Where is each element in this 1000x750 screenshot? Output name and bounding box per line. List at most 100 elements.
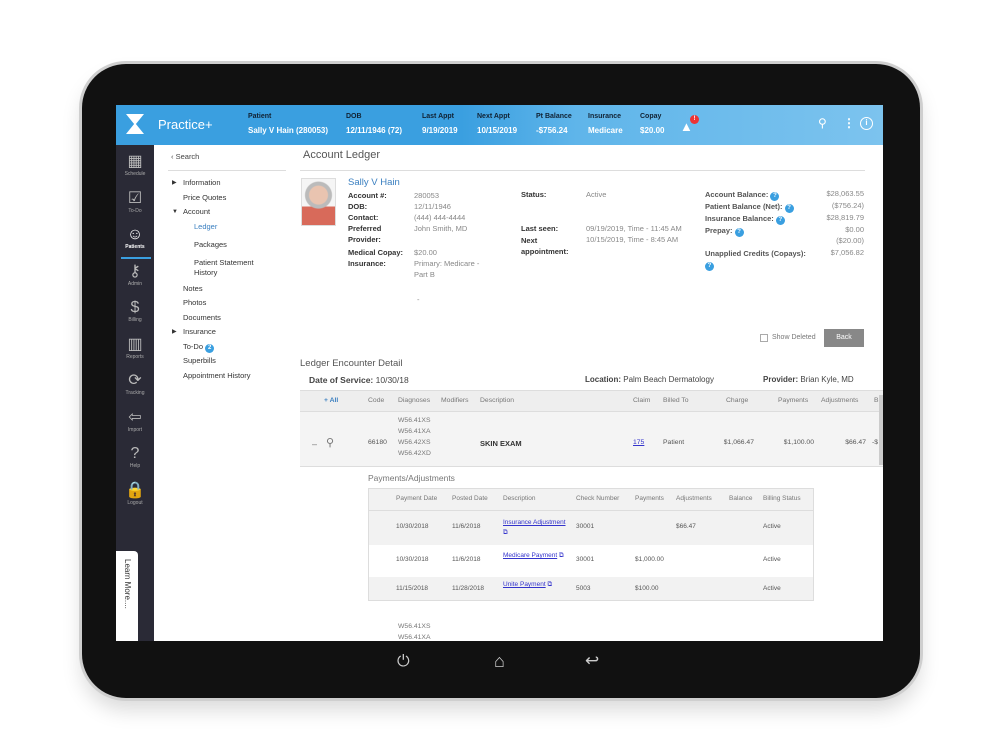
payment-description-link[interactable]: Medicare Payment ⧉ — [503, 551, 569, 561]
app-name: Practice+ — [158, 117, 213, 132]
scrollbar[interactable] — [879, 395, 883, 465]
sidebar-item-label: Billing — [128, 317, 142, 323]
subnav-item-account[interactable]: ▼ Account — [172, 207, 293, 217]
subnav-item-photos[interactable]: Photos — [183, 298, 293, 308]
subnav-item-notes[interactable]: Notes — [183, 284, 293, 294]
help-icon[interactable]: ? — [784, 204, 794, 213]
payment-pd: 10/30/2018 — [396, 556, 429, 563]
collapse-button[interactable]: – — [312, 439, 318, 449]
last-seen-label: Last seen: — [521, 224, 559, 233]
search-back-link[interactable]: ‹ Search — [171, 152, 200, 161]
back-button[interactable]: Back — [824, 329, 864, 347]
payment-pd: 11/15/2018 — [396, 585, 429, 592]
payments-table — [368, 488, 814, 601]
subnav-item-appointment-history[interactable]: Appointment History — [183, 371, 293, 381]
encounter-row-bg — [300, 412, 883, 467]
external-link-icon[interactable]: ⧉ — [503, 529, 508, 536]
help-icon[interactable]: ? — [734, 228, 744, 237]
subnav-item-price-quotes[interactable]: Price Quotes — [183, 193, 293, 203]
sidebar-item-label: Admin — [127, 280, 143, 287]
encounter-title: Ledger Encounter Detail — [300, 358, 403, 369]
subnav-item-patient-statement-history[interactable]: Patient Statement History — [194, 258, 279, 278]
diagnosis: W56.41XS — [398, 623, 431, 630]
payments-title: Payments/Adjustments — [368, 473, 455, 483]
external-link-icon[interactable]: ⧉ — [547, 581, 553, 588]
info-icon[interactable]: i — [860, 117, 873, 130]
sidebar-item-label: To-Do — [128, 207, 142, 214]
column-header: Payments — [778, 397, 809, 404]
power-button[interactable]: ⏻ — [397, 653, 410, 670]
subnav-item-label: Superbills — [183, 356, 216, 365]
subnav-item-label: Photos — [183, 298, 207, 307]
subnav-item-packages[interactable]: Packages — [194, 240, 279, 250]
balance-value: $28,063.55 — [826, 189, 864, 198]
back-label: Search — [175, 152, 200, 161]
caret-right-icon: ▶ — [172, 329, 177, 335]
payment-link[interactable]: Unite Payment — [503, 581, 546, 588]
sidebar-item-logout[interactable]: 🔒 Logout — [116, 482, 154, 506]
sidebar-item-reports[interactable]: ▥ Reports — [116, 336, 154, 360]
payment-description-link[interactable]: Insurance Adjustment ⧉ — [503, 518, 569, 538]
divider — [300, 170, 865, 171]
subnav-item-superbills[interactable]: Superbills — [183, 356, 293, 366]
payment-link[interactable]: Medicare Payment — [503, 552, 558, 559]
subnav-item-label: Notes — [183, 283, 203, 293]
subnav-item-information[interactable]: ▶ Information — [172, 178, 293, 188]
external-link-icon[interactable]: ⧉ — [559, 552, 564, 559]
balance-label-text: Account Balance: — [705, 190, 769, 199]
column-header: Charge — [726, 397, 749, 404]
payment-link[interactable]: Insurance Adjustment — [503, 519, 566, 526]
header-dob-label: DOB — [346, 113, 362, 120]
sidebar-item-to-do[interactable]: ☑ To-Do — [116, 190, 154, 214]
search-icon[interactable]: ⚲ — [818, 116, 827, 130]
sidebar-item-billing[interactable]: $ Billing — [116, 299, 154, 323]
header-next-appt-value: 10/15/2019 — [477, 126, 518, 135]
show-deleted-checkbox[interactable] — [760, 334, 768, 342]
sidebar-item-admin[interactable]: ⚷ Admin — [116, 263, 154, 287]
lock-icon: 🔒 — [125, 481, 145, 499]
header-copay-label: Copay — [640, 113, 662, 120]
balance-label: Insurance Balance: ? — [705, 213, 813, 225]
help-icon[interactable]: ? — [770, 192, 780, 201]
code: 66180 — [368, 439, 387, 446]
sidebar-item-help[interactable]: ? Help — [116, 445, 154, 469]
balance-label-text: Unapplied Credits (Copays): — [705, 249, 806, 258]
subnav-item-label: To-Do — [183, 341, 204, 351]
more-menu-icon[interactable]: ⋮ — [843, 116, 855, 130]
info-label: DOB: — [348, 202, 368, 211]
provider-value: Brian Kyle, MD — [800, 375, 854, 384]
help-icon[interactable]: ? — [775, 216, 785, 225]
sidebar-item-label: Schedule — [124, 171, 146, 177]
sidebar-item-label: Import — [127, 426, 143, 433]
help-icon: ? — [130, 445, 140, 462]
sidebar-item-schedule[interactable]: ▦ Schedule — [116, 153, 154, 177]
subnav-item-documents[interactable]: Documents — [183, 313, 293, 323]
payments-column-header: Description — [503, 495, 536, 502]
home-button[interactable]: ⌂ — [494, 651, 505, 671]
subnav-item-ledger[interactable]: Ledger — [194, 222, 279, 232]
sidebar-item-tracking[interactable]: ⟳ Tracking — [116, 372, 154, 396]
column-header[interactable]: + All — [324, 397, 339, 404]
claim-link[interactable]: 175 — [633, 439, 645, 446]
show-deleted-label: Show Deleted — [772, 334, 816, 341]
sidebar-item-import[interactable]: ⇦ Import — [116, 409, 154, 433]
info-value: Primary: Medicare - Part B — [414, 259, 480, 279]
subnav-item-insurance[interactable]: ▶ Insurance — [172, 327, 293, 337]
description: SKIN EXAM — [480, 439, 522, 448]
payments-column-header: Payments — [635, 495, 664, 502]
column-header: Description — [480, 397, 514, 404]
payments-column-header: Balance — [729, 495, 753, 502]
sidebar-item-patients[interactable]: ☺ Patients — [116, 226, 154, 250]
subnav-item-to-do[interactable]: To-Do 2 — [183, 342, 293, 353]
billed-to: Patient — [663, 439, 685, 446]
back-nav-button[interactable]: ↩ — [585, 651, 600, 670]
bar-chart-icon: ▥ — [127, 335, 143, 353]
alert-icon[interactable]: ▲ — [680, 119, 693, 134]
payment-posted: 11/6/2018 — [452, 523, 481, 530]
help-icon[interactable]: ? — [705, 262, 714, 271]
top-header: Practice+ ▲ ! ⚲ ⋮ i — [116, 105, 883, 145]
learn-more-tab[interactable]: Learn More.... — [116, 551, 138, 641]
payment-adj: $66.47 — [676, 523, 696, 530]
magnify-icon[interactable]: ⚲ — [326, 437, 335, 449]
payment-description-link[interactable]: Unite Payment ⧉ — [503, 580, 569, 590]
